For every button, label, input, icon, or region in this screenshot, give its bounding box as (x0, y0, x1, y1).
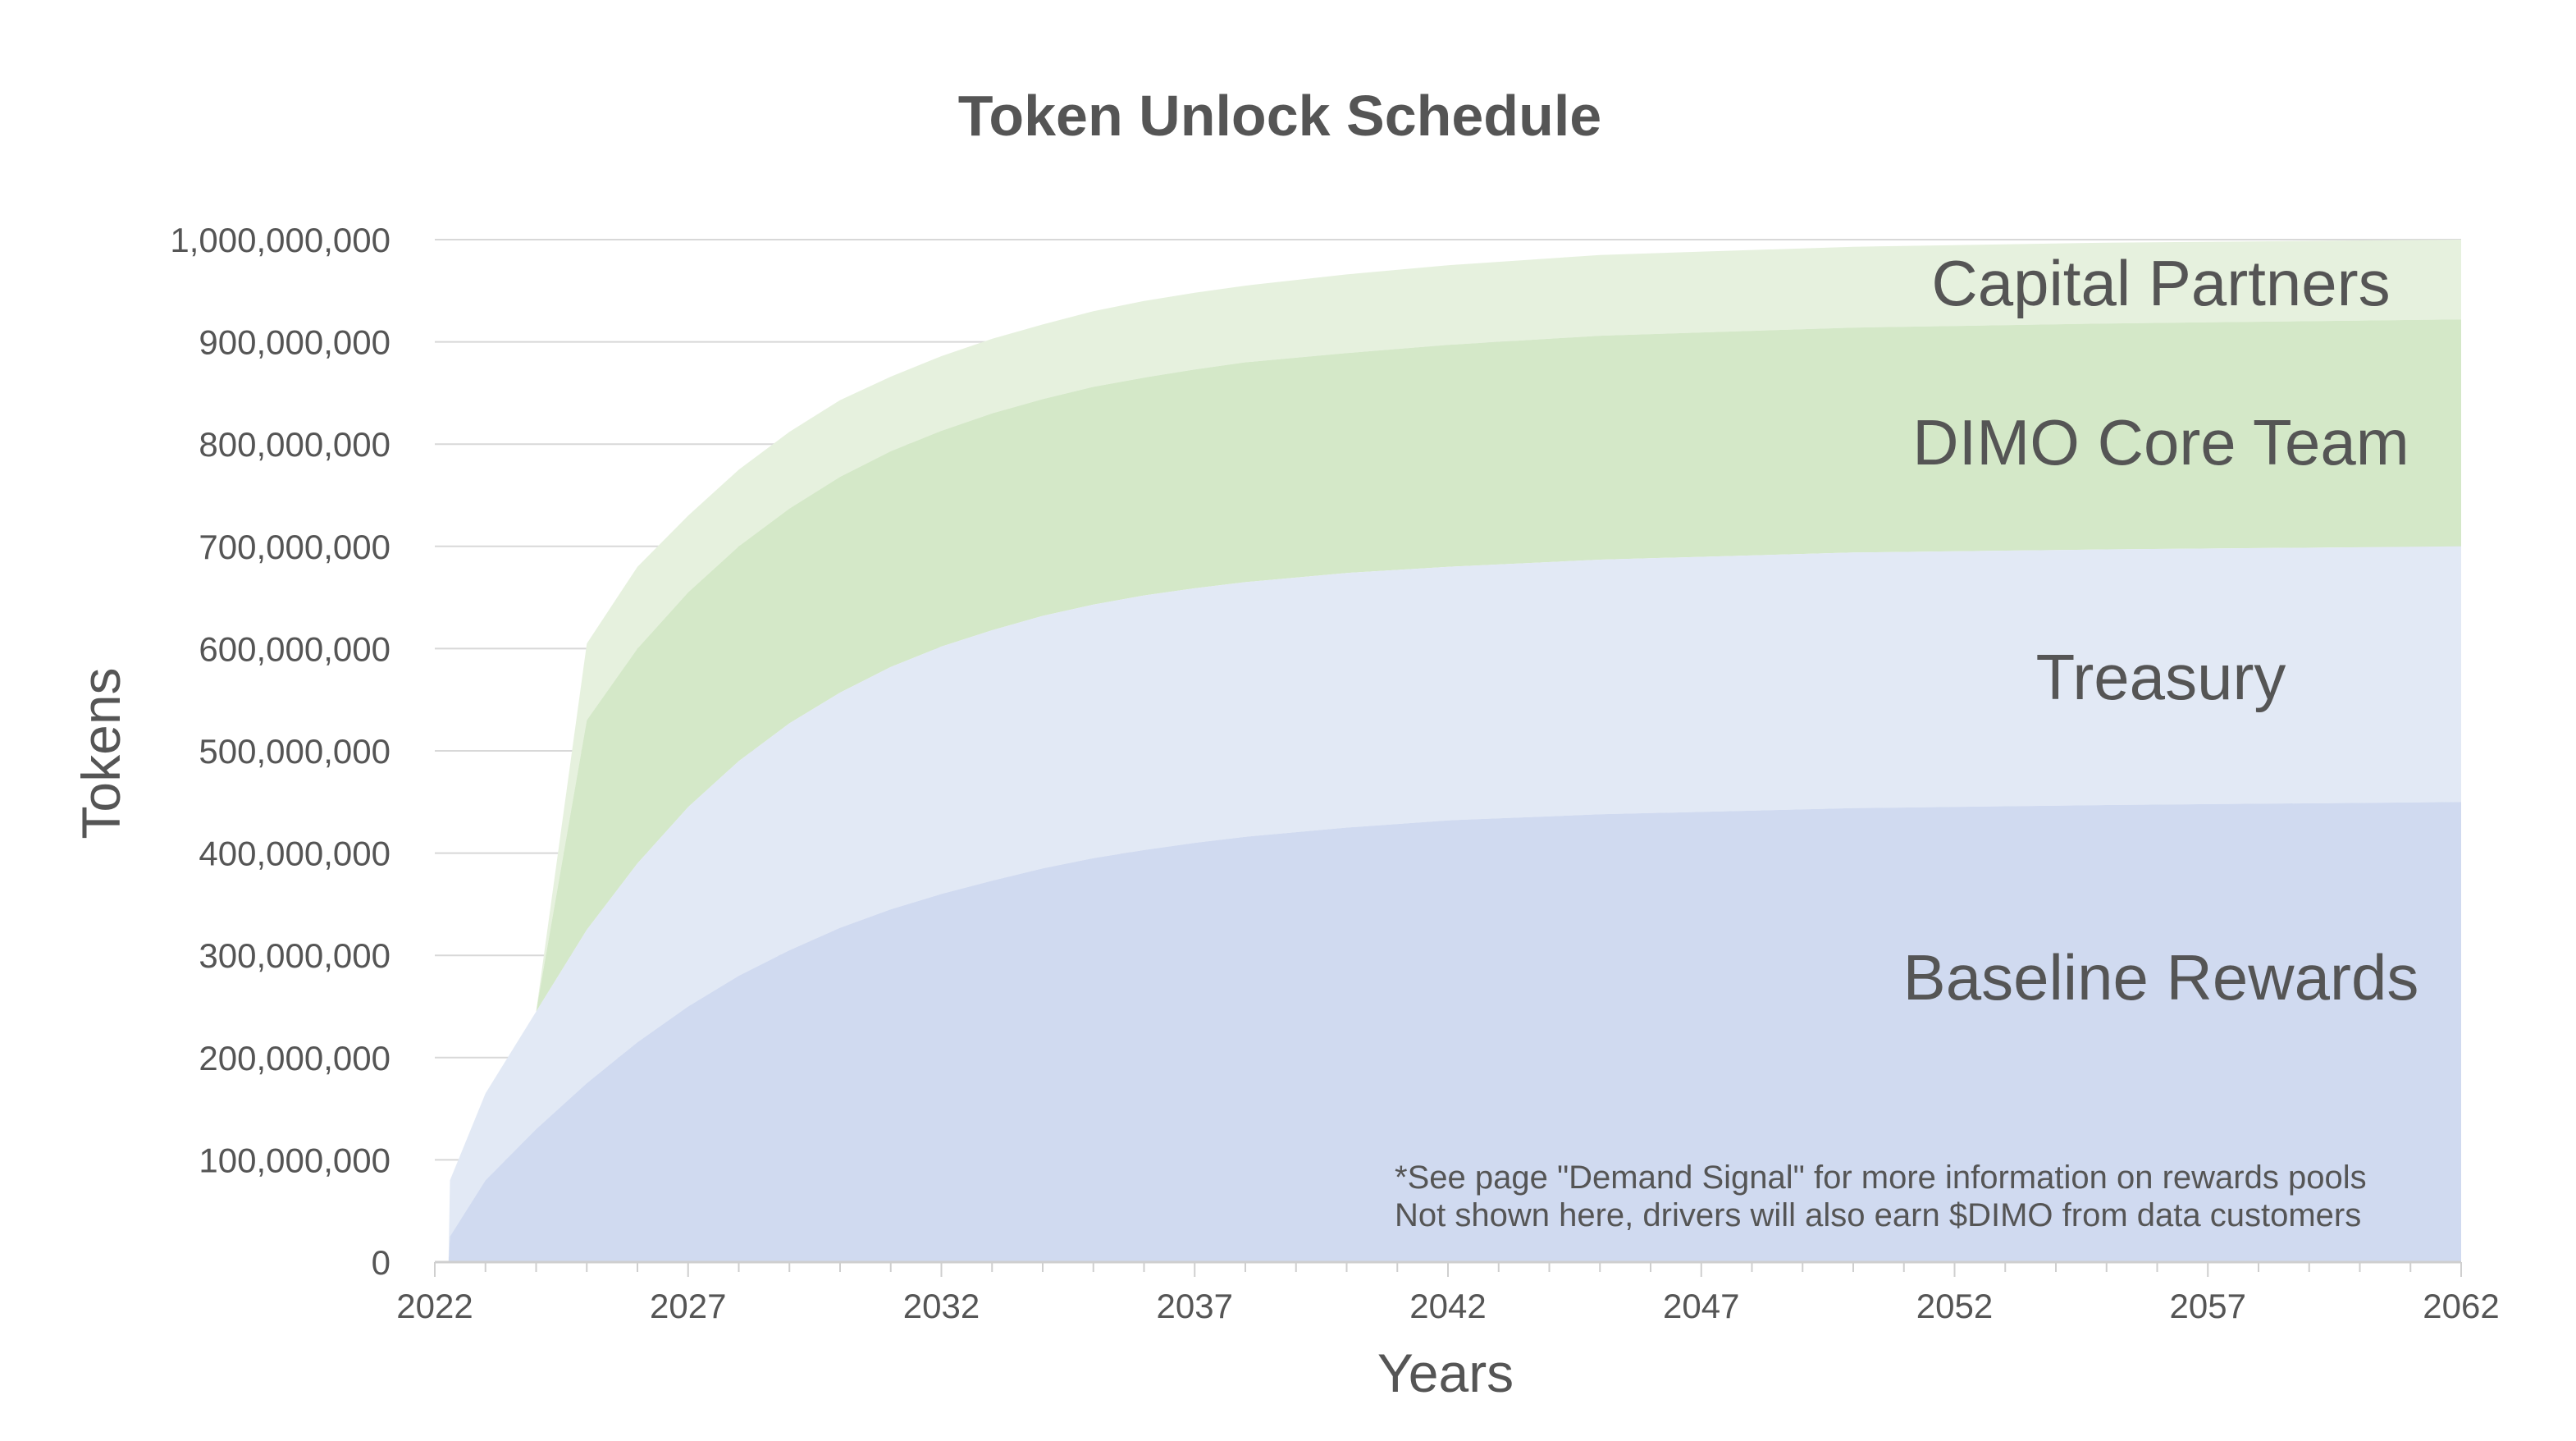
x-tick-label: 2047 (1663, 1287, 1739, 1325)
y-tick-labels: 0 100,000,000 200,000,000 300,000,000 400,00… (170, 221, 391, 1282)
x-tick-labels: 2022 2027 2032 2037 2042 2047 2052 2057 2062 (396, 1287, 2499, 1325)
series-label-dimo-core-team: DIMO Core Team (1912, 406, 2409, 478)
x-tick-label: 2057 (2170, 1287, 2246, 1325)
y-tick-label: 0 (372, 1243, 391, 1282)
y-tick-label: 800,000,000 (199, 425, 391, 464)
y-tick-label: 900,000,000 (199, 323, 391, 362)
x-tick-label: 2022 (396, 1287, 473, 1325)
x-tick-label: 2062 (2423, 1287, 2499, 1325)
y-tick-label: 500,000,000 (199, 732, 391, 771)
y-tick-label: 100,000,000 (199, 1141, 391, 1179)
y-tick-label: 300,000,000 (199, 936, 391, 975)
x-axis-title: Years (1377, 1343, 1514, 1403)
y-axis-title: Tokens (71, 667, 131, 839)
axes (434, 1260, 2462, 1277)
x-tick-label: 2032 (903, 1287, 980, 1325)
y-tick-label: 400,000,000 (199, 835, 391, 873)
area-series (448, 240, 2462, 1263)
series-label-treasury: Treasury (2036, 641, 2286, 713)
footnote-data-customers: Not shown here, drivers will also earn $… (1395, 1197, 2361, 1233)
area-baseline-rewards (448, 802, 2462, 1262)
x-tick-label: 2037 (1157, 1287, 1233, 1325)
x-tick-label: 2027 (650, 1287, 726, 1325)
y-tick-label: 200,000,000 (199, 1039, 391, 1077)
area-dimo-core-team (448, 319, 2462, 1263)
area-treasury (448, 546, 2462, 1262)
y-tick-label: 600,000,000 (199, 629, 391, 668)
footnote-demand-signal: *See page "Demand Signal" for more infor… (1395, 1160, 2367, 1196)
y-tick-label: 700,000,000 (199, 528, 391, 566)
x-tick-label: 2052 (1916, 1287, 1993, 1325)
y-tick-label: 1,000,000,000 (170, 221, 391, 259)
chart-title: Token Unlock Schedule (958, 84, 1601, 148)
series-label-baseline-rewards: Baseline Rewards (1903, 941, 2419, 1013)
series-label-capital-partners: Capital Partners (1931, 247, 2390, 319)
x-tick-label: 2042 (1409, 1287, 1486, 1325)
